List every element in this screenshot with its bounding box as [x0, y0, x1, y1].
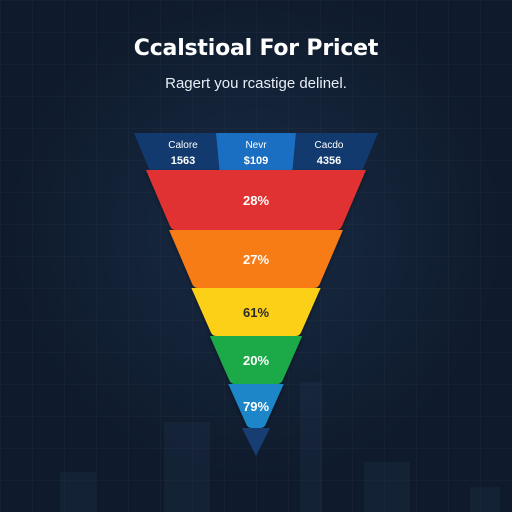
stage-label: 28% [243, 193, 269, 208]
header-cell [134, 133, 220, 176]
header-label: Nevr [245, 140, 267, 151]
header-label: Calore [168, 140, 198, 151]
page-subtitle: Ragert you rcastige delinel. [165, 75, 347, 92]
header-value: $109 [244, 155, 268, 167]
stage-label: 27% [243, 252, 269, 267]
header-value: 4356 [317, 155, 341, 167]
funnel-stages: 28% 27% 61% 20% 79% [146, 170, 366, 428]
stage-label: 79% [243, 399, 269, 414]
funnel-stage [146, 170, 366, 230]
stage-label: 20% [243, 353, 269, 368]
stage-label: 61% [243, 305, 269, 320]
header-cell [216, 133, 296, 176]
header-value: 1563 [171, 155, 195, 167]
header-cell [292, 133, 378, 176]
funnel-stage [228, 384, 284, 428]
header-label: Cacdo [315, 140, 344, 151]
funnel-stage [209, 336, 303, 384]
funnel-header: Calore 1563 Nevr $109 Cacdo 4356 [134, 133, 378, 176]
page-title: Ccalstioal For Pricet [133, 36, 379, 61]
funnel-stage [169, 230, 343, 288]
funnel-tip [242, 428, 270, 456]
funnel-stage [191, 288, 321, 336]
